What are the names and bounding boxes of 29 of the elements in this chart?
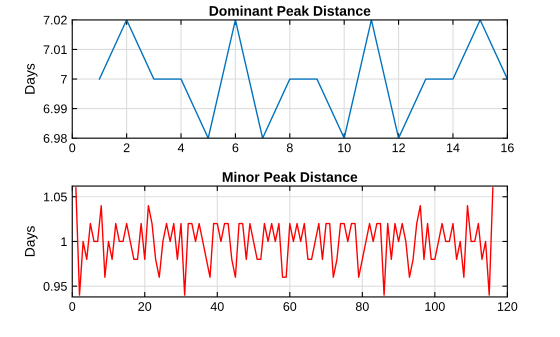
x-tick-label: 2 [124, 143, 130, 152]
x-tick-label: 40 [210, 302, 224, 311]
y-tick-label: 7.02 [44, 16, 67, 25]
x-tick-label: 80 [356, 302, 369, 311]
chart-title: Minor Peak Distance [222, 172, 358, 182]
x-tick-label: 20 [138, 302, 152, 311]
x-tick-label: 6 [232, 143, 238, 152]
y-tick-label: 6.98 [44, 134, 67, 143]
y-tick-label: 0.95 [44, 282, 67, 291]
x-tick-label: 0 [69, 302, 76, 311]
y-tick-label: 1.05 [44, 192, 67, 202]
x-tick-label: 10 [338, 143, 351, 152]
x-tick-label: 8 [286, 143, 293, 152]
line-series [75, 187, 494, 296]
y-tick-label: 1 [61, 237, 67, 246]
x-tick-label: 14 [446, 143, 460, 152]
y-tick-label: 6.99 [44, 104, 67, 114]
x-tick-label: 12 [392, 143, 405, 152]
x-tick-label: 4 [178, 143, 184, 152]
y-axis-title: Days [25, 226, 38, 256]
x-tick-label: 16 [501, 143, 514, 152]
x-tick-label: 100 [425, 302, 445, 311]
x-tick-label: 0 [69, 143, 76, 152]
chart-title: Dominant Peak Distance [210, 6, 370, 16]
y-tick-label: 7 [61, 74, 67, 84]
x-tick-label: 120 [498, 302, 518, 311]
y-axis-title: Days [25, 64, 38, 94]
y-tick-label: 7.01 [44, 45, 67, 54]
x-tick-label: 60 [283, 302, 296, 311]
